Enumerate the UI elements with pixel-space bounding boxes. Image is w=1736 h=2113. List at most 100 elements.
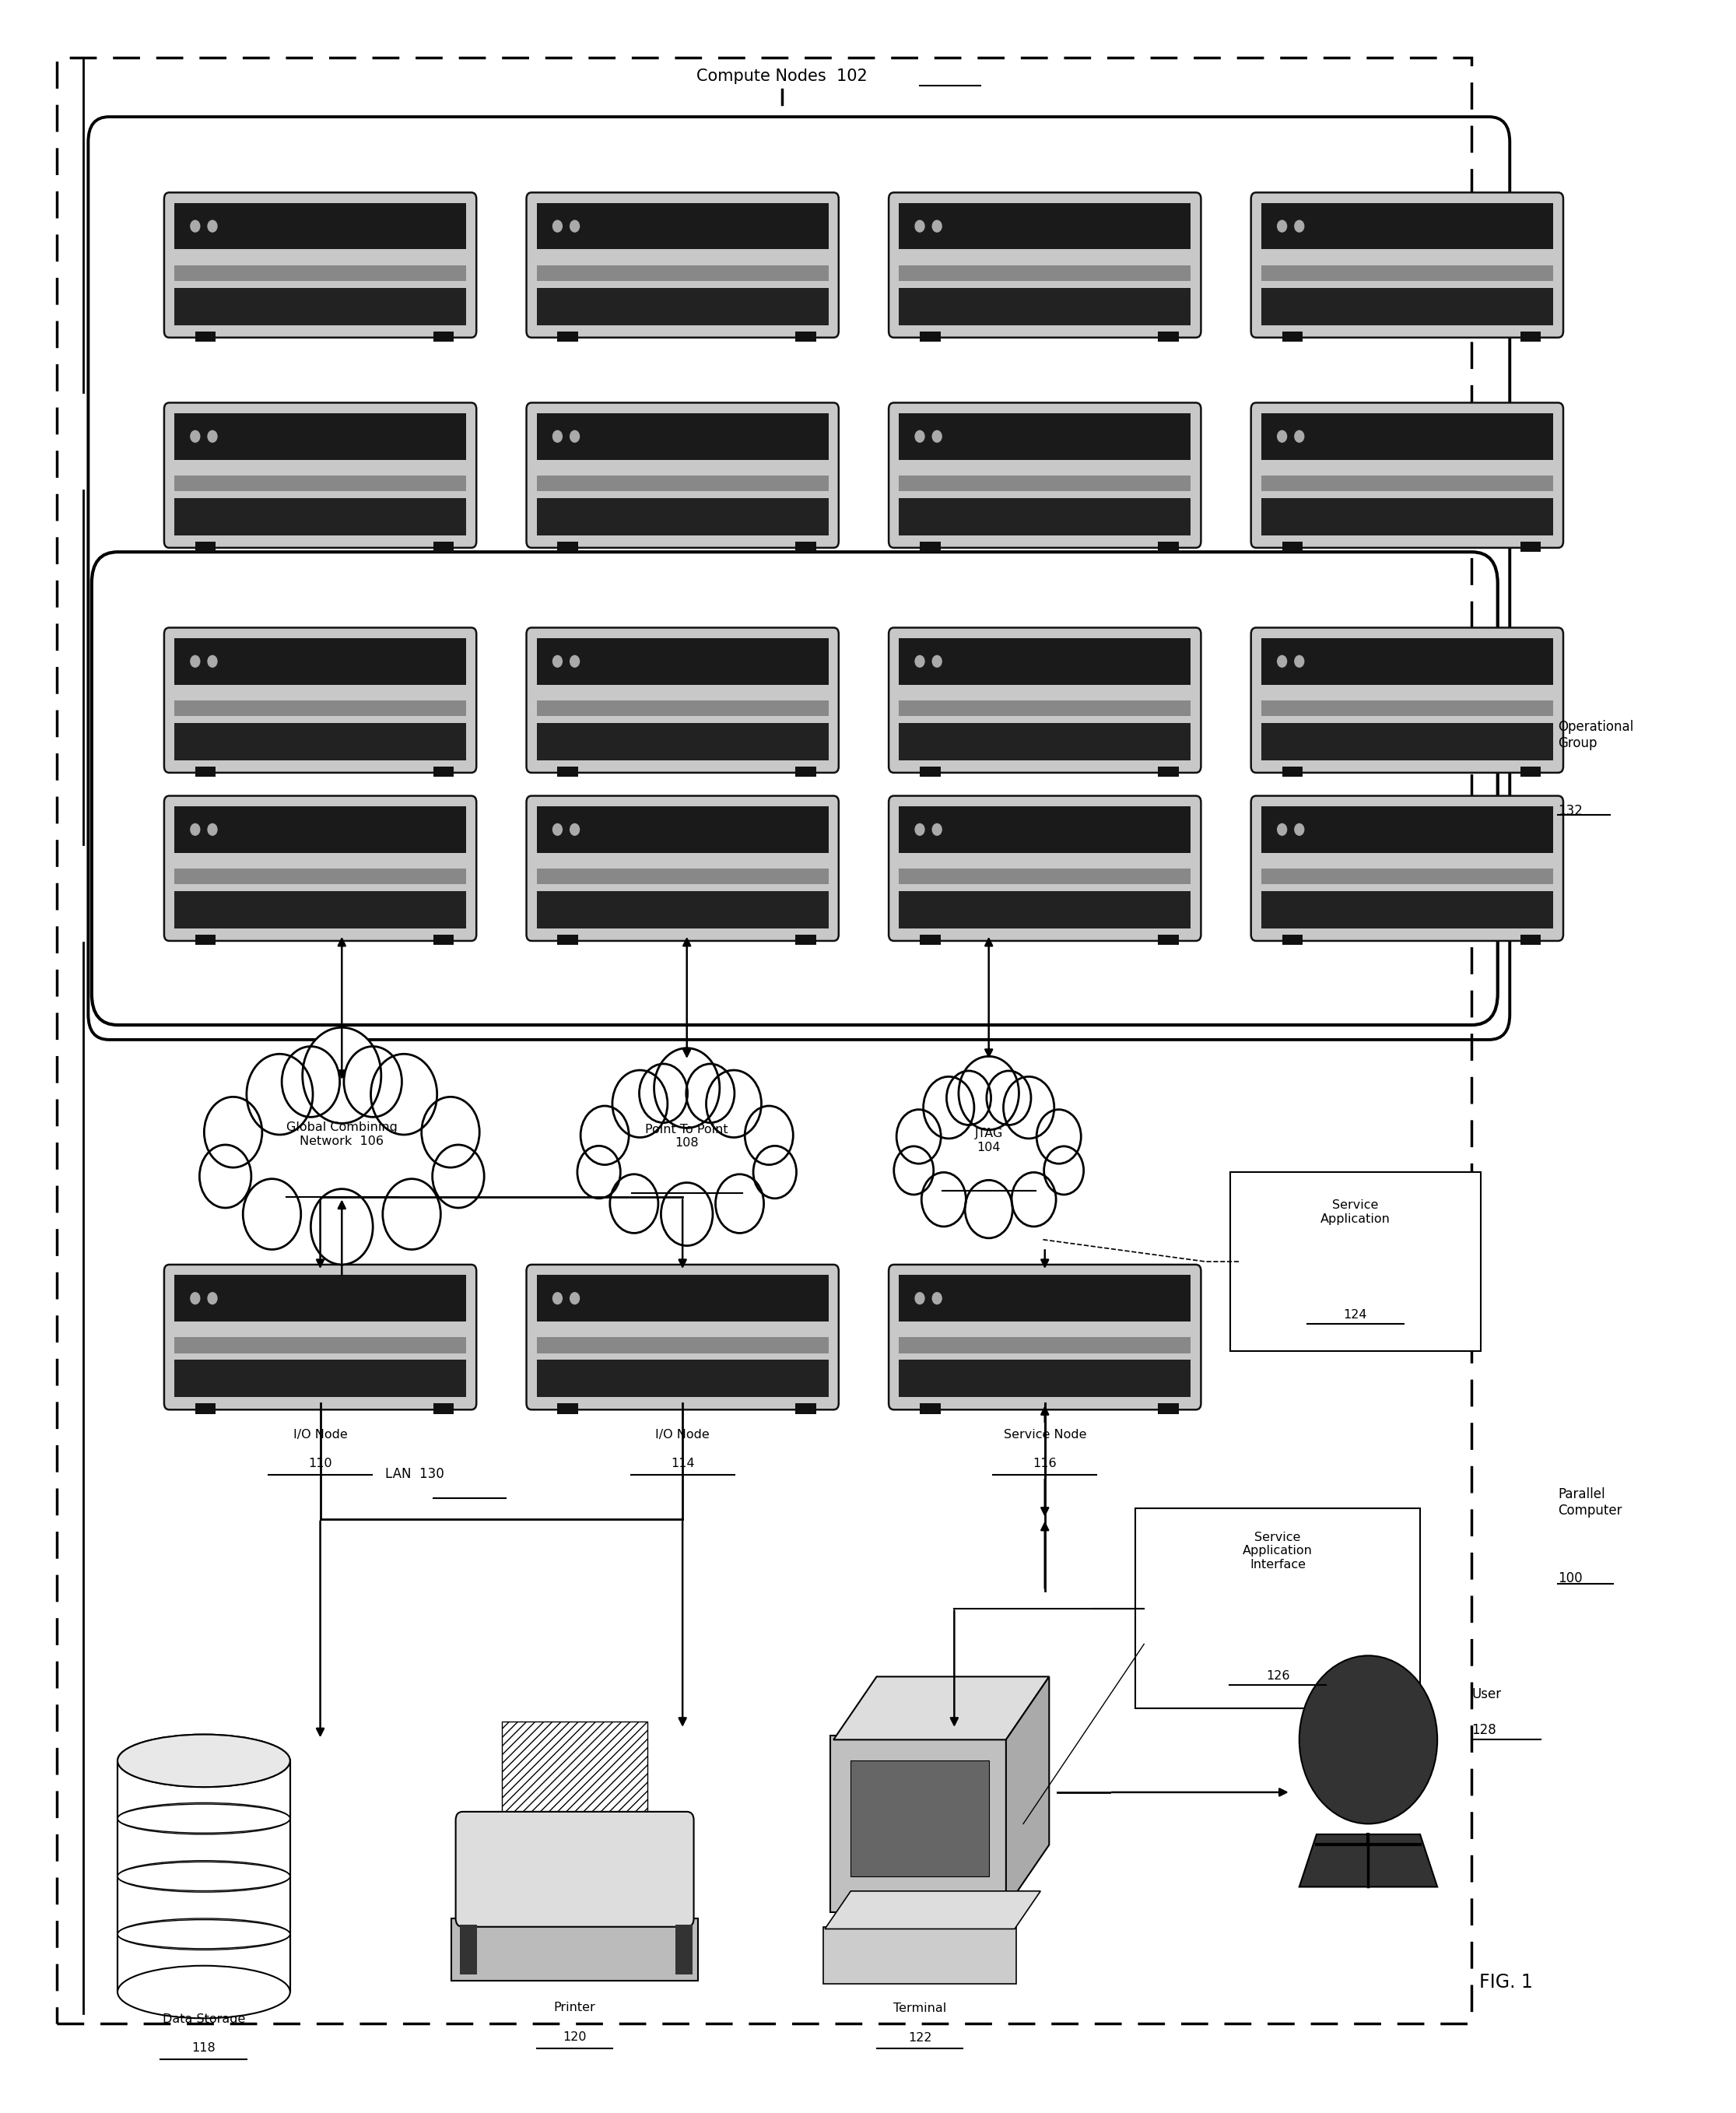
Bar — [899, 1274, 1191, 1321]
Circle shape — [753, 1145, 797, 1198]
Bar — [899, 287, 1191, 325]
Circle shape — [1278, 431, 1286, 444]
Text: 100: 100 — [1559, 1572, 1583, 1585]
Circle shape — [915, 220, 925, 232]
Text: I/O Node: I/O Node — [656, 1428, 710, 1441]
Circle shape — [1012, 1173, 1055, 1226]
Text: 128: 128 — [1472, 1722, 1496, 1737]
Bar — [1262, 638, 1554, 685]
Circle shape — [1278, 655, 1286, 668]
Text: 118: 118 — [193, 2043, 215, 2054]
Circle shape — [578, 1145, 620, 1198]
Text: LAN  130: LAN 130 — [385, 1466, 444, 1481]
Polygon shape — [1007, 1676, 1049, 1908]
FancyBboxPatch shape — [526, 1264, 838, 1409]
Bar — [899, 1361, 1191, 1397]
Bar — [194, 1403, 215, 1414]
Bar — [175, 203, 465, 249]
Circle shape — [302, 1027, 382, 1124]
Bar — [175, 264, 465, 281]
Text: Data Storage: Data Storage — [163, 2014, 245, 2024]
Bar — [1158, 332, 1179, 342]
Bar — [536, 1361, 828, 1397]
Circle shape — [552, 1291, 562, 1304]
Bar — [1262, 203, 1554, 249]
FancyBboxPatch shape — [1252, 628, 1562, 773]
Text: Service
Application
Interface: Service Application Interface — [1243, 1532, 1312, 1570]
FancyBboxPatch shape — [889, 404, 1201, 547]
Bar — [451, 1919, 698, 1982]
Bar — [557, 541, 578, 551]
Bar — [536, 1338, 828, 1352]
Circle shape — [745, 1105, 793, 1164]
Circle shape — [432, 1145, 484, 1209]
Bar — [920, 934, 941, 945]
Circle shape — [1293, 824, 1304, 837]
Bar — [175, 1274, 465, 1321]
FancyBboxPatch shape — [165, 1264, 476, 1409]
Circle shape — [639, 1063, 687, 1122]
Circle shape — [686, 1063, 734, 1122]
Circle shape — [569, 824, 580, 837]
FancyBboxPatch shape — [165, 192, 476, 338]
Bar — [1262, 723, 1554, 761]
Bar — [1262, 699, 1554, 716]
Bar — [175, 723, 465, 761]
Circle shape — [924, 1078, 974, 1139]
Bar — [1262, 264, 1554, 281]
Bar — [1158, 1403, 1179, 1414]
Bar — [536, 499, 828, 535]
Circle shape — [932, 431, 943, 444]
Bar — [175, 1338, 465, 1352]
FancyBboxPatch shape — [1252, 404, 1562, 547]
FancyBboxPatch shape — [1252, 192, 1562, 338]
Text: Printer: Printer — [554, 2001, 595, 2014]
Circle shape — [932, 220, 943, 232]
Bar — [557, 767, 578, 778]
Bar — [920, 1403, 941, 1414]
Circle shape — [915, 655, 925, 668]
FancyBboxPatch shape — [1135, 1509, 1420, 1707]
Bar — [175, 499, 465, 535]
Bar — [118, 1760, 290, 1993]
Circle shape — [569, 220, 580, 232]
Text: 116: 116 — [1033, 1458, 1057, 1471]
Bar — [851, 1760, 990, 1876]
FancyBboxPatch shape — [165, 404, 476, 547]
Bar — [1283, 332, 1302, 342]
Text: JTAG
104: JTAG 104 — [974, 1128, 1003, 1154]
Circle shape — [654, 1048, 720, 1128]
Bar — [1262, 807, 1554, 854]
FancyBboxPatch shape — [526, 797, 838, 940]
Bar — [434, 1403, 453, 1414]
Circle shape — [1293, 655, 1304, 668]
Bar — [899, 868, 1191, 883]
Bar — [920, 541, 941, 551]
Bar — [899, 807, 1191, 854]
Text: Global Combining
Network  106: Global Combining Network 106 — [286, 1122, 398, 1147]
Circle shape — [344, 1046, 401, 1118]
Circle shape — [715, 1175, 764, 1234]
Bar — [434, 934, 453, 945]
Bar — [557, 1403, 578, 1414]
Bar — [675, 1925, 693, 1976]
Text: Compute Nodes  102: Compute Nodes 102 — [696, 68, 868, 85]
Circle shape — [247, 1054, 312, 1135]
Bar — [460, 1925, 477, 1976]
Ellipse shape — [118, 1735, 290, 1788]
FancyBboxPatch shape — [526, 628, 838, 773]
Bar — [175, 414, 465, 461]
Bar — [536, 414, 828, 461]
Circle shape — [281, 1046, 340, 1118]
Bar — [1262, 499, 1554, 535]
Bar — [1262, 475, 1554, 490]
FancyBboxPatch shape — [1252, 797, 1562, 940]
Bar — [1262, 414, 1554, 461]
Bar — [434, 332, 453, 342]
Circle shape — [946, 1071, 991, 1124]
Text: 110: 110 — [309, 1458, 332, 1471]
Text: FIG. 1: FIG. 1 — [1479, 1974, 1533, 1993]
Text: User: User — [1472, 1686, 1502, 1701]
Circle shape — [1293, 431, 1304, 444]
Circle shape — [1278, 824, 1286, 837]
